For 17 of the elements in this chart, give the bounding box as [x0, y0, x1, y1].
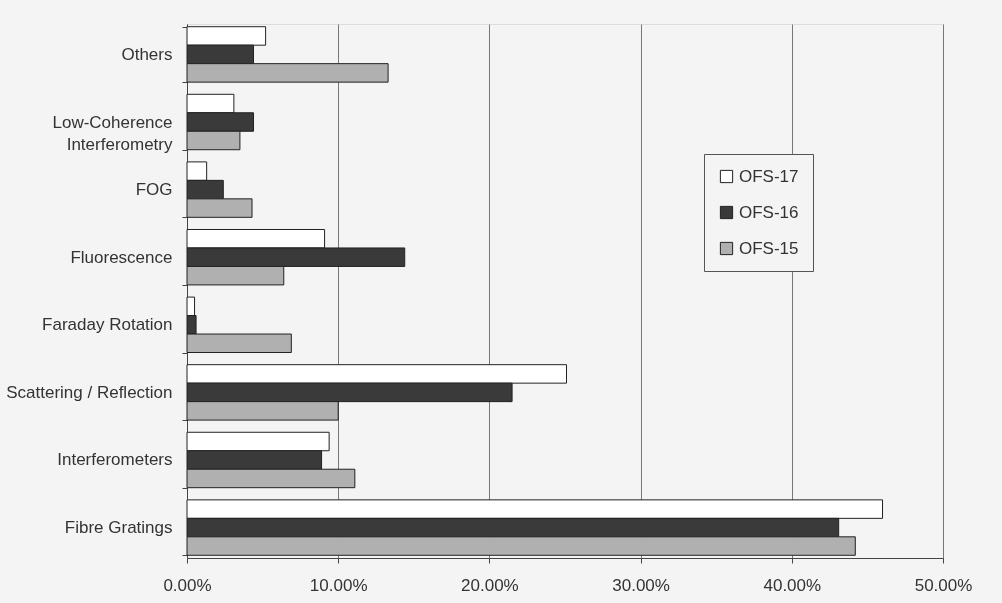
- legend-label: OFS-15: [739, 238, 799, 258]
- y-tick-label: FOG: [135, 180, 173, 200]
- y-tick-label: Scattering / Reflection: [6, 382, 173, 402]
- legend-label: OFS-16: [739, 202, 799, 222]
- y-tick-label: Fluorescence: [70, 247, 173, 267]
- x-tick-label: 30.00%: [612, 575, 670, 595]
- x-tick-label: 20.00%: [461, 575, 519, 595]
- y-tick-label: Faraday Rotation: [42, 315, 173, 335]
- y-tick-label: Fibre Gratings: [64, 518, 173, 538]
- y-tick-label: Low-Coherence Interferometry: [52, 112, 173, 154]
- x-tick-label: 0.00%: [163, 575, 212, 595]
- x-tick-label: 10.00%: [309, 575, 368, 595]
- y-tick-label: Others: [121, 44, 173, 64]
- x-tick-label: 50.00%: [914, 575, 973, 595]
- x-tick-label: 40.00%: [763, 575, 822, 595]
- legend-label: OFS-17: [739, 166, 799, 186]
- y-tick-label: Interferometers: [57, 450, 173, 470]
